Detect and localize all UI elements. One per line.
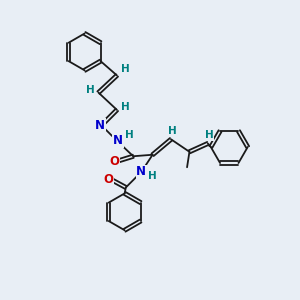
Text: O: O (103, 172, 114, 186)
Text: N: N (113, 134, 123, 147)
Text: H: H (205, 130, 214, 140)
Text: H: H (125, 130, 134, 140)
Text: N: N (136, 166, 146, 178)
Text: N: N (95, 119, 105, 132)
Text: O: O (109, 155, 119, 168)
Text: H: H (121, 103, 130, 112)
Text: H: H (148, 171, 157, 181)
Text: H: H (168, 126, 177, 136)
Text: H: H (86, 85, 94, 95)
Text: H: H (121, 64, 130, 74)
